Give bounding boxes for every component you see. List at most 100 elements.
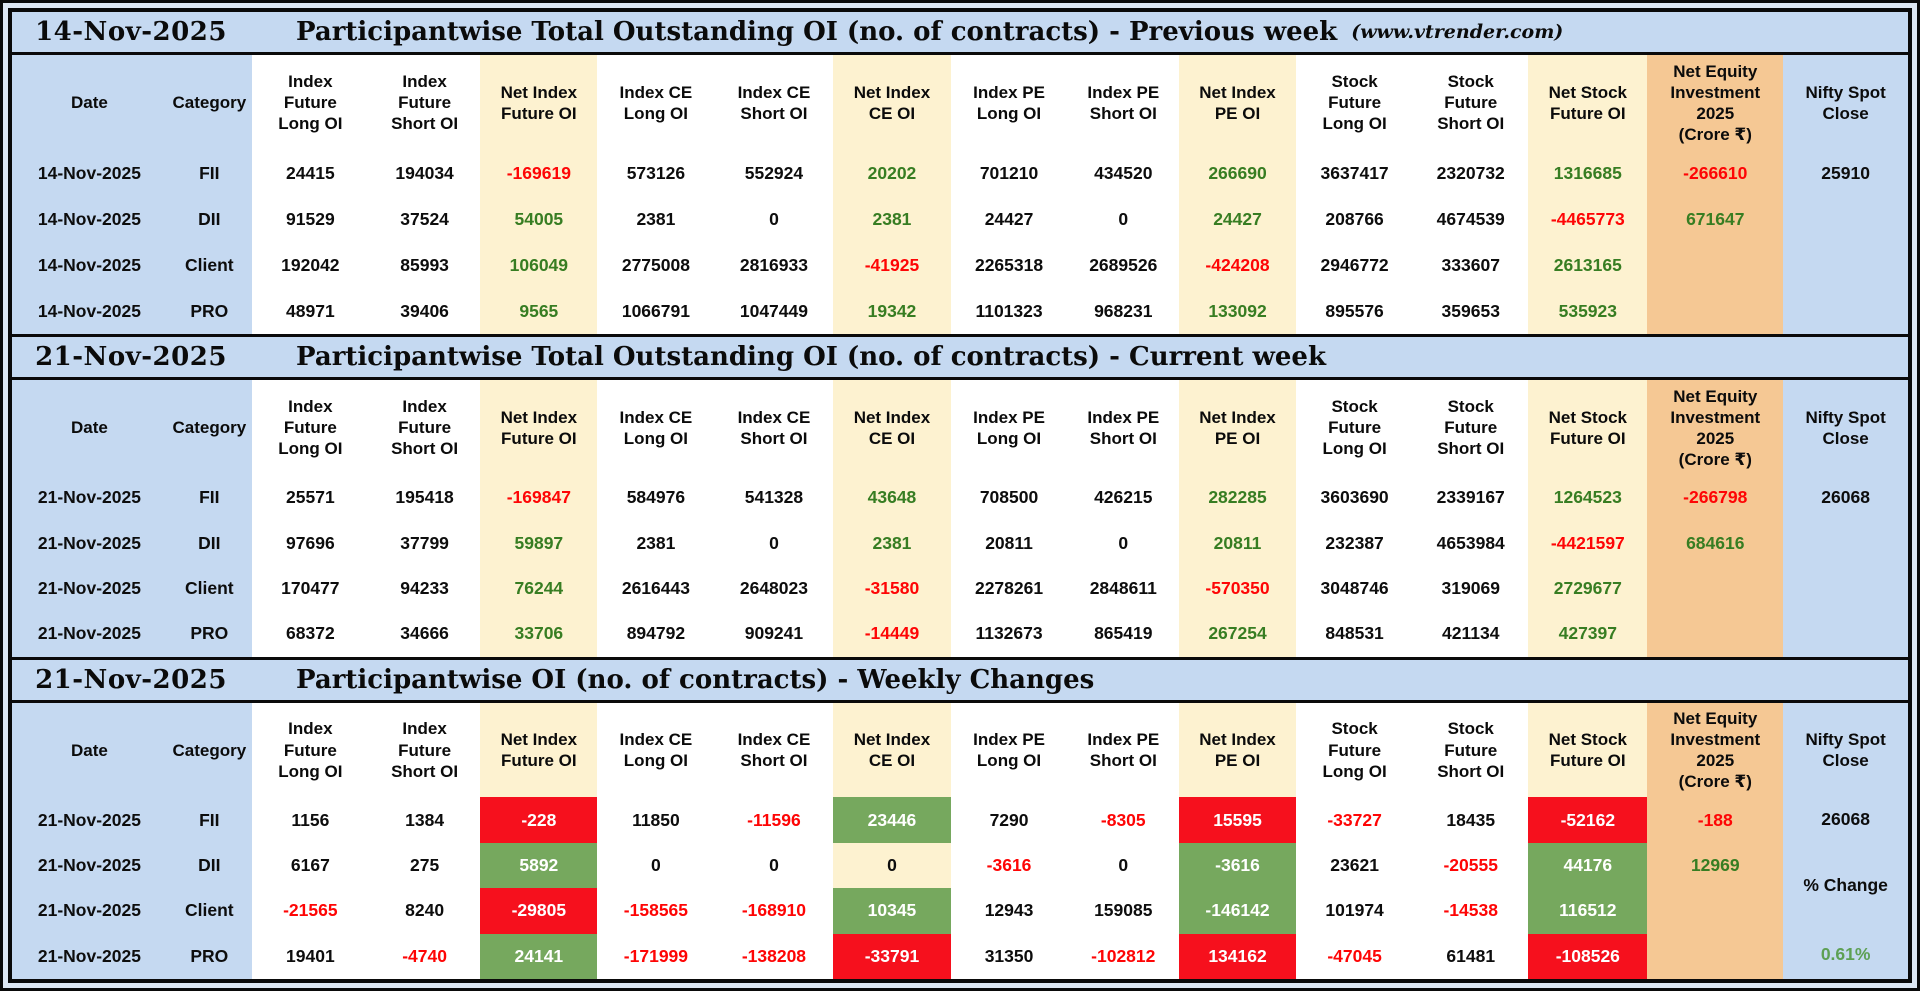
cell-stock-future-long-oi: 2946772 (1296, 242, 1414, 289)
cell-index-ce-long-oi: 11850 (597, 797, 715, 843)
cell-net-index-pe-oi: 133092 (1178, 288, 1297, 335)
section-current-week: 21-Nov-2025 Participantwise Total Outstan… (12, 334, 1908, 657)
cell-index-ce-short-oi: 1047449 (714, 288, 834, 335)
cell-stock-future-short-oi: 4674539 (1413, 196, 1529, 243)
cell-stock-future-short-oi: 319069 (1413, 565, 1529, 612)
sections-host: 14-Nov-2025 Participantwise Total Outstan… (12, 12, 1908, 979)
row-client: 14-Nov-2025 Client 192042 85993 106049 277500… (12, 242, 1908, 289)
cell-date: 21-Nov-2025 (12, 797, 167, 843)
oi-table-previous-week: Date Category Index Future Long OI Index Fu… (12, 55, 1908, 335)
cell-net-index-future-oi: 106049 (480, 242, 598, 289)
cell-net-index-pe-oi: 267254 (1178, 611, 1297, 657)
column-header-net-index-pe-oi: Net Index PE OI (1178, 380, 1297, 476)
column-header-index-ce-long-oi: Index CE Long OI (597, 380, 715, 476)
cell-net-stock-future-oi: 427397 (1528, 611, 1648, 657)
column-header-index-ce-short-oi: Index CE Short OI (714, 380, 834, 476)
column-header-net-index-pe-oi: Net Index PE OI (1178, 55, 1297, 151)
column-header-category: Category (166, 380, 252, 476)
cell-index-future-short-oi: 39406 (368, 288, 481, 335)
cell-index-pe-long-oi: 1101323 (950, 288, 1068, 335)
cell-index-future-long-oi: 25571 (251, 475, 369, 521)
cell-index-pe-short-oi: 434520 (1067, 150, 1179, 197)
cell-index-pe-long-oi: 12943 (950, 888, 1068, 934)
column-header-stock-future-short-oi: Stock Future Short OI (1413, 380, 1529, 476)
cell-index-future-short-oi: 37799 (368, 520, 481, 566)
section-title-bar: 21-Nov-2025 Participantwise OI (no. of co… (12, 656, 1908, 703)
column-header-index-future-long-oi: Index Future Long OI (251, 702, 369, 798)
cell-date: 21-Nov-2025 (12, 933, 167, 979)
column-header-net-index-ce-oi: Net Index CE OI (833, 702, 951, 798)
cell-index-future-long-oi: 68372 (251, 611, 369, 657)
column-header-index-pe-long-oi: Index PE Long OI (950, 702, 1068, 798)
cell-index-future-short-oi: 94233 (368, 565, 481, 612)
cell-stock-future-short-oi: -20555 (1413, 842, 1529, 889)
cell-category: PRO (166, 933, 252, 979)
cell-category: PRO (166, 611, 252, 657)
percent-change-label: % Change (1803, 875, 1888, 896)
cell-net-index-future-oi: -169619 (480, 150, 598, 197)
cell-net-stock-future-oi: 2729677 (1528, 565, 1648, 612)
cell-date: 14-Nov-2025 (12, 288, 167, 335)
cell-net-index-pe-oi: 266690 (1178, 150, 1297, 197)
cell-stock-future-short-oi: 61481 (1413, 933, 1529, 979)
cell-index-ce-short-oi: 909241 (714, 611, 834, 657)
cell-net-index-pe-oi: 24427 (1178, 196, 1297, 243)
column-header-index-pe-short-oi: Index PE Short OI (1067, 702, 1179, 798)
section-title-bar: 21-Nov-2025 Participantwise Total Outstan… (12, 334, 1908, 381)
cell-index-ce-long-oi: 2381 (597, 196, 715, 243)
cell-net-index-ce-oi: -41925 (833, 242, 951, 289)
cell-category: FII (166, 475, 252, 521)
cell-nifty-spot-close: 26068 % Change 0.61% (1783, 797, 1908, 979)
cell-stock-future-short-oi: 2320732 (1413, 150, 1529, 197)
cell-index-future-short-oi: 85993 (368, 242, 481, 289)
column-header-net-index-ce-oi: Net Index CE OI (833, 380, 951, 476)
nifty-spot-value: 26068 (1821, 809, 1870, 830)
cell-index-ce-short-oi: 2816933 (714, 242, 834, 289)
cell-index-future-short-oi: 195418 (368, 475, 481, 521)
section-weekly-changes: 21-Nov-2025 Participantwise OI (no. of co… (12, 656, 1908, 979)
cell-category: PRO (166, 288, 252, 335)
cell-net-index-future-oi: 24141 (480, 933, 598, 979)
column-header-net-equity-investment: Net Equity Investment 2025 (Crore ₹) (1647, 380, 1784, 476)
cell-index-pe-long-oi: 31350 (950, 933, 1068, 979)
column-header-index-future-short-oi: Index Future Short OI (368, 55, 481, 151)
cell-index-future-short-oi: 1384 (368, 797, 481, 843)
cell-date: 14-Nov-2025 (12, 150, 167, 197)
cell-net-stock-future-oi: 44176 (1528, 842, 1648, 889)
cell-net-index-ce-oi: 0 (833, 842, 951, 889)
nifty-box: 26068 % Change 0.61% (1783, 797, 1908, 977)
row-dii: 21-Nov-2025 DII 6167 275 5892 0 0 0 -3616 0 -3616 2… (12, 842, 1908, 889)
cell-index-future-long-oi: 24415 (251, 150, 369, 197)
cell-net-index-pe-oi: -570350 (1178, 565, 1297, 612)
cell-index-future-short-oi: 275 (368, 842, 481, 889)
header-row: Date Category Index Future Long OI Index Fu… (12, 380, 1908, 476)
cell-index-ce-short-oi: 552924 (714, 150, 834, 197)
cell-net-index-ce-oi: 2381 (833, 196, 951, 243)
cell-index-pe-short-oi: 0 (1067, 520, 1179, 566)
column-header-index-ce-short-oi: Index CE Short OI (714, 55, 834, 151)
cell-net-index-future-oi: 33706 (480, 611, 598, 657)
cell-index-ce-short-oi: -168910 (714, 888, 834, 934)
cell-index-ce-long-oi: 894792 (597, 611, 715, 657)
cell-stock-future-short-oi: 4653984 (1413, 520, 1529, 566)
cell-date: 14-Nov-2025 (12, 242, 167, 289)
cell-index-future-short-oi: 8240 (368, 888, 481, 934)
cell-net-index-pe-oi: -3616 (1178, 842, 1297, 889)
cell-stock-future-short-oi: 18435 (1413, 797, 1529, 843)
cell-stock-future-long-oi: -47045 (1296, 933, 1414, 979)
cell-index-pe-short-oi: 159085 (1067, 888, 1179, 934)
column-header-date: Date (12, 702, 167, 798)
section-title-bar: 14-Nov-2025 Participantwise Total Outstan… (12, 12, 1908, 55)
section-title-text: Participantwise OI (no. of contracts) - … (296, 664, 1095, 695)
cell-net-index-pe-oi: -146142 (1178, 888, 1297, 934)
cell-index-pe-short-oi: 426215 (1067, 475, 1179, 521)
cell-index-pe-short-oi: 0 (1067, 196, 1179, 243)
column-header-net-index-ce-oi: Net Index CE OI (833, 55, 951, 151)
cell-index-future-short-oi: 37524 (368, 196, 481, 243)
cell-net-index-future-oi: -228 (480, 797, 598, 843)
row-dii: 14-Nov-2025 DII 91529 37524 54005 2381 0 2381 24… (12, 196, 1908, 243)
cell-index-pe-short-oi: 968231 (1067, 288, 1179, 335)
nifty-spot-value: 26068 (1821, 487, 1870, 508)
cell-net-stock-future-oi: 1264523 (1528, 475, 1648, 521)
